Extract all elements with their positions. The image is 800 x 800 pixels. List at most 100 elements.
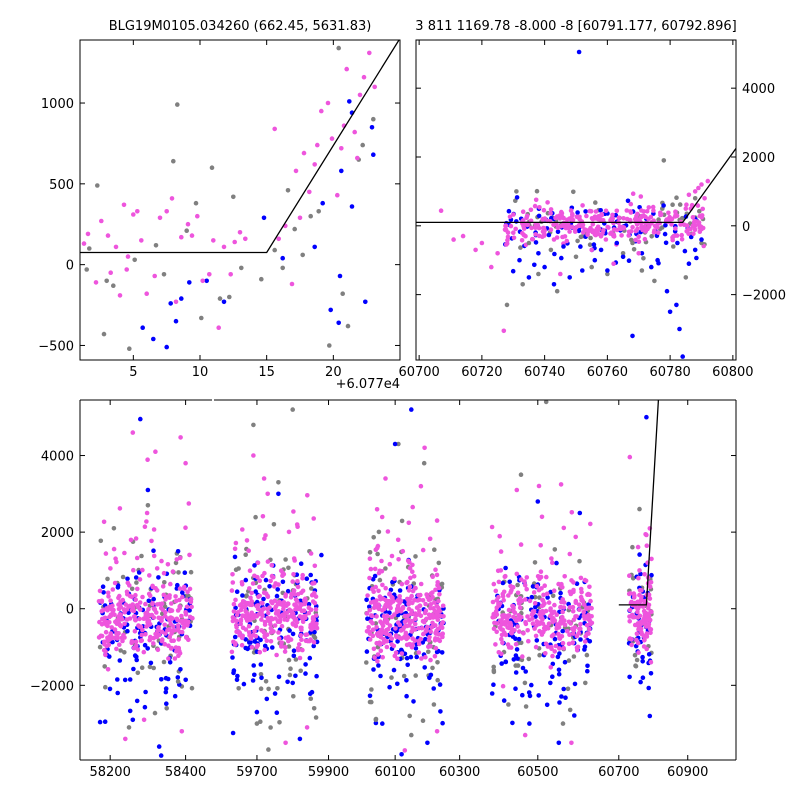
tl-grey-point [272, 247, 278, 253]
panel-top-left: BLG19M0105.034260 (662.45, 5631.83) 5 10 1… [38, 19, 401, 392]
b-pink-point [552, 649, 557, 654]
b-pink-point [424, 616, 429, 622]
b-pink-point [562, 574, 567, 579]
b-pink-point [578, 626, 583, 631]
b-blue-point [234, 677, 240, 682]
tl-pink-point [307, 189, 312, 195]
b-blue-point [240, 593, 245, 598]
b-pink-point [387, 561, 393, 567]
b-grey-point [102, 664, 107, 669]
b-blue-point [408, 654, 414, 660]
tl-pink-point [319, 108, 324, 114]
b-pink-point [647, 617, 653, 623]
tl-pink-point [139, 238, 144, 243]
b-pink-point [265, 491, 271, 497]
b-pink-point [384, 631, 390, 637]
tl-xtick-label: 10 [192, 365, 209, 380]
b-pink-point [262, 622, 268, 627]
b-pink-point [557, 646, 562, 651]
tr-blue-point [686, 261, 692, 267]
b-pink-point [394, 609, 400, 615]
b-pink-point [374, 625, 379, 630]
b-pink-point [155, 647, 161, 653]
b-xtick-label: 60900 [667, 765, 708, 780]
b-pink-up-point [233, 540, 239, 546]
b-pink-point [397, 594, 403, 599]
tr-pink-band-point [638, 194, 644, 199]
b-pink-point [517, 605, 523, 611]
b-pink-point [265, 615, 271, 621]
b-pink-point [138, 624, 144, 629]
b-pink-point [409, 608, 414, 614]
b-pink-point [141, 717, 147, 723]
b-pink-up-point [367, 556, 373, 561]
b-blue-point [252, 672, 257, 678]
b-blue-point [285, 679, 290, 685]
b-pink-up-point [167, 593, 172, 598]
b-pink-point [106, 642, 112, 648]
b-pink-point [561, 645, 566, 651]
b-pink-up-point [568, 591, 574, 597]
tl-blue-point [347, 99, 352, 104]
tl-blue-point [371, 152, 376, 157]
b-pink-up-point [294, 522, 300, 527]
tr-pink-band-point [658, 212, 664, 217]
b-blue-point [134, 698, 140, 704]
b-grey-point [290, 407, 296, 412]
tr-blue-point [692, 247, 698, 253]
b-blue-point [548, 589, 553, 595]
b-grey-point [151, 665, 156, 671]
tr-pink-band-point [669, 222, 674, 227]
b-pink-point [231, 609, 237, 614]
tr-pink-band-point [616, 215, 622, 220]
b-blue-point [132, 653, 138, 658]
tr-grey-point [671, 244, 676, 249]
b-pink-point [301, 614, 307, 619]
b-pink-point [642, 572, 647, 577]
b-pink-point [393, 626, 398, 631]
tr-pink-band-point [566, 225, 571, 231]
tl-blue-point [280, 255, 286, 261]
b-pink-point [383, 476, 388, 481]
tr-pink-band-point [628, 209, 633, 214]
tr-pink-band-point [560, 234, 565, 240]
b-blue-point [503, 659, 509, 665]
b-grey-point [293, 657, 299, 662]
b-pink-point [506, 607, 512, 613]
b-pink-point [380, 623, 386, 629]
tr-pink-band-point [603, 237, 609, 242]
b-blue-point [365, 616, 370, 621]
b-pink-point [374, 640, 380, 646]
b-pink-point [383, 585, 389, 591]
b-blue-point [516, 636, 522, 642]
tl-xtick-label: 5 [129, 365, 137, 380]
b-grey-point [411, 581, 417, 586]
tr-grey-point [652, 278, 657, 284]
b-blue-point [136, 570, 142, 575]
b-pink-point [402, 619, 408, 624]
b-blue-point [640, 654, 645, 660]
b-pink-point [634, 631, 640, 637]
b-pink-point [586, 631, 591, 636]
b-blue-point [489, 691, 495, 696]
b-pink-point [180, 594, 185, 600]
b-blue-point [545, 595, 550, 600]
b-pink-point [390, 595, 395, 601]
b-pink-point [492, 620, 497, 626]
b-blue-point [376, 663, 381, 668]
b-pink-point [168, 621, 173, 627]
b-grey-point [175, 679, 181, 684]
b-xtick-label: 60700 [598, 765, 639, 780]
tl-grey-point [217, 296, 223, 301]
b-blue-point [303, 662, 308, 667]
b-pink-up-point [643, 532, 648, 537]
b-grey-point [147, 664, 153, 670]
tl-pink-point [135, 209, 140, 214]
b-blue-point [115, 690, 120, 696]
b-blue-point [172, 693, 178, 699]
b-pink-point [103, 629, 109, 635]
b-pink-point [398, 628, 404, 633]
b-pink-point [151, 641, 156, 646]
b-grey-point [126, 725, 132, 730]
tl-pink-point [293, 168, 299, 174]
